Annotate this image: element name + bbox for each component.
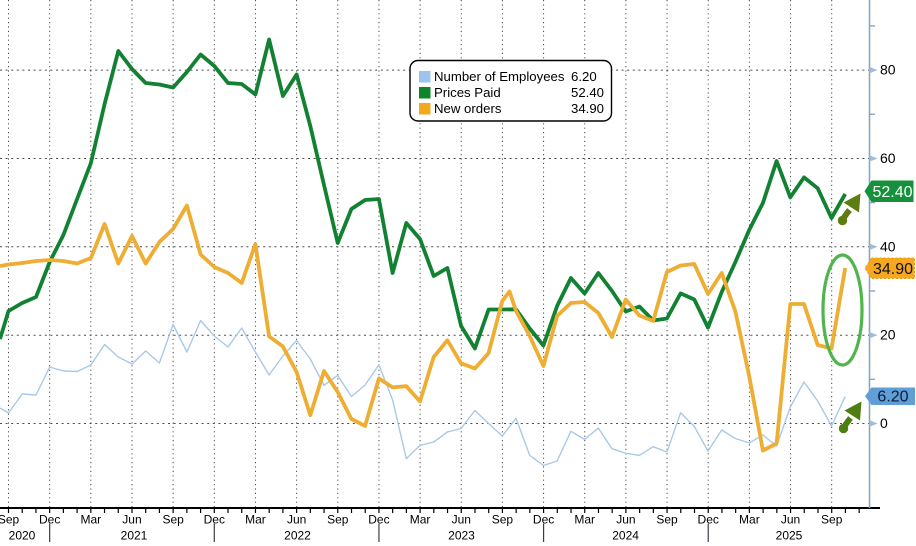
svg-text:80: 80 xyxy=(880,62,896,78)
svg-text:6.20: 6.20 xyxy=(877,389,908,406)
svg-text:Mar: Mar xyxy=(739,513,760,527)
svg-text:Sep: Sep xyxy=(821,513,843,527)
svg-text:60: 60 xyxy=(880,150,896,166)
svg-text:Jun: Jun xyxy=(287,513,306,527)
svg-text:Dec: Dec xyxy=(533,513,554,527)
svg-text:Dec: Dec xyxy=(39,513,60,527)
svg-text:6.20: 6.20 xyxy=(571,69,597,84)
svg-text:0: 0 xyxy=(880,415,888,431)
svg-text:Jun: Jun xyxy=(616,513,635,527)
svg-text:2025: 2025 xyxy=(776,529,803,543)
svg-text:Prices Paid: Prices Paid xyxy=(434,85,501,100)
svg-text:2024: 2024 xyxy=(612,529,639,543)
svg-text:Dec: Dec xyxy=(204,513,225,527)
svg-text:Mar: Mar xyxy=(245,513,266,527)
svg-text:Sep: Sep xyxy=(162,513,184,527)
svg-text:New orders: New orders xyxy=(434,101,502,116)
svg-text:Sep: Sep xyxy=(0,513,19,527)
svg-text:34.90: 34.90 xyxy=(571,101,604,116)
svg-text:Mar: Mar xyxy=(80,513,101,527)
svg-text:Jun: Jun xyxy=(452,513,471,527)
svg-text:Dec: Dec xyxy=(368,513,389,527)
svg-text:Sep: Sep xyxy=(327,513,349,527)
svg-text:34.90: 34.90 xyxy=(873,261,913,278)
svg-text:2023: 2023 xyxy=(448,529,475,543)
svg-text:2021: 2021 xyxy=(121,529,148,543)
svg-text:52.40: 52.40 xyxy=(571,85,604,100)
svg-text:2020: 2020 xyxy=(9,529,36,543)
svg-text:40: 40 xyxy=(880,238,896,254)
svg-text:Number of Employees: Number of Employees xyxy=(434,69,565,84)
svg-text:Dec: Dec xyxy=(698,513,719,527)
svg-text:20: 20 xyxy=(880,327,896,343)
svg-text:Sep: Sep xyxy=(656,513,678,527)
svg-text:Mar: Mar xyxy=(574,513,595,527)
svg-text:Sep: Sep xyxy=(492,513,514,527)
svg-text:52.40: 52.40 xyxy=(872,184,912,201)
svg-text:2022: 2022 xyxy=(284,529,311,543)
svg-text:Jun: Jun xyxy=(122,513,141,527)
svg-text:Jun: Jun xyxy=(781,513,800,527)
svg-text:Mar: Mar xyxy=(410,513,431,527)
